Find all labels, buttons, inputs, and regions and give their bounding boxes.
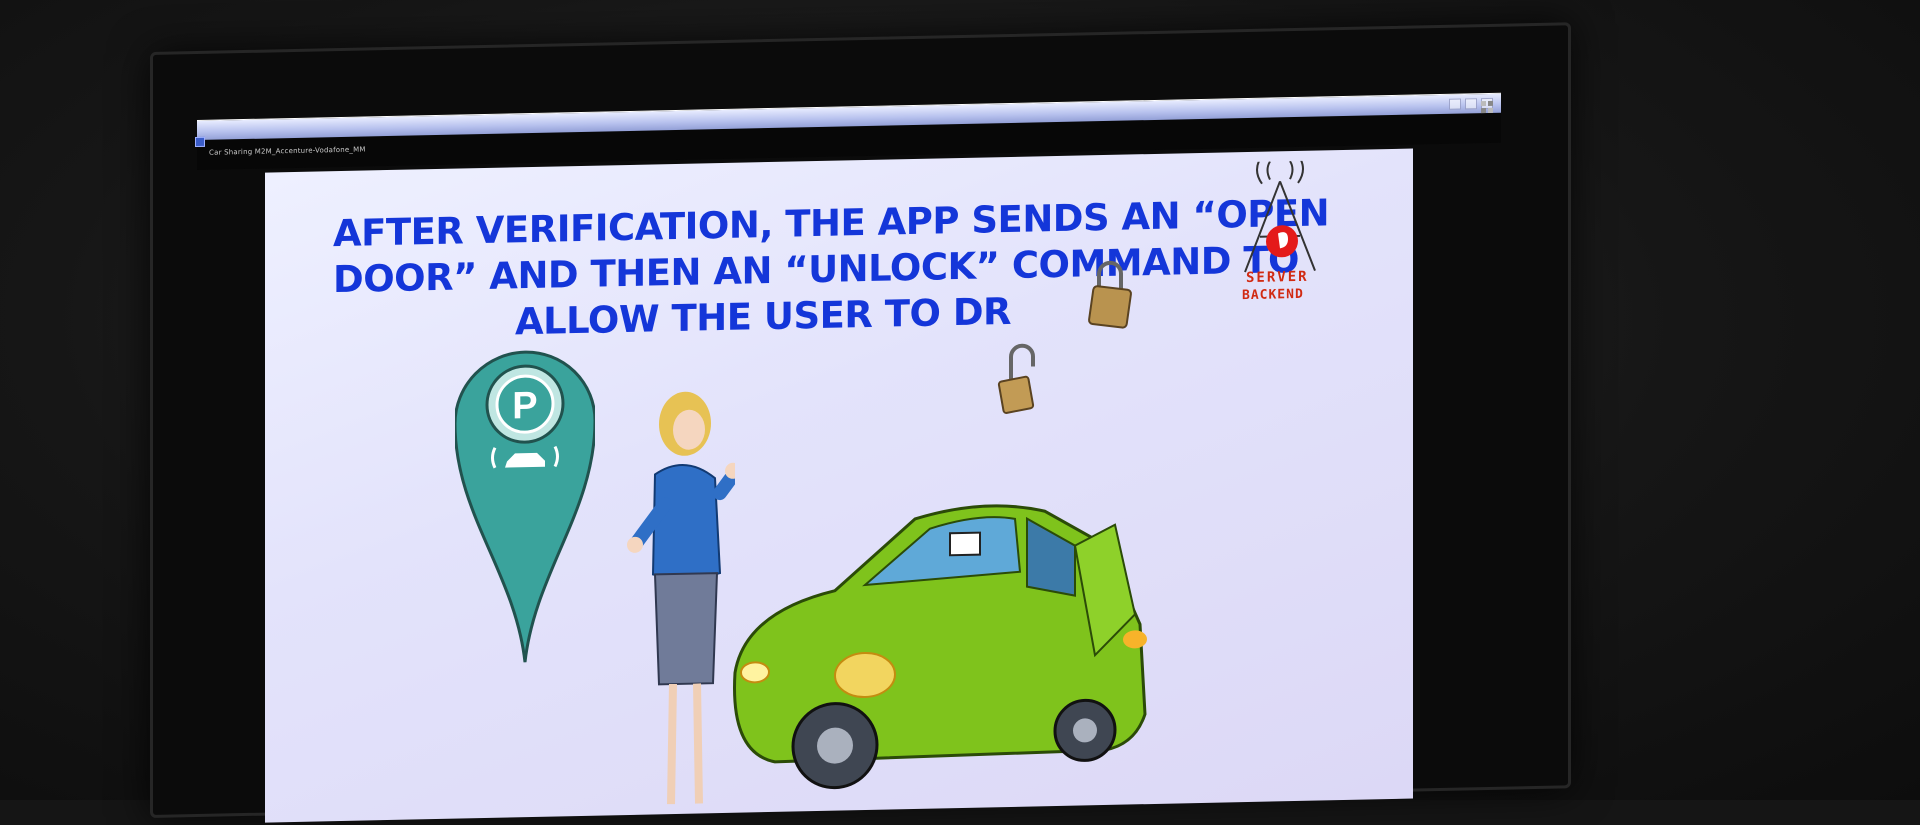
server-label: SERVER	[1246, 268, 1309, 287]
antenna-icon	[1244, 154, 1316, 273]
presentation-slide: AFTER VERIFICATION, THE APP SENDS AN “OP…	[265, 148, 1413, 823]
monitor-frame: Car Sharing M2M_Accenture-Vodafone_MM AF…	[150, 22, 1571, 823]
app-bar: Car Sharing M2M_Accenture-Vodafone_MM	[195, 100, 1501, 171]
parking-pin-icon: P	[455, 350, 595, 663]
vodafone-logo-icon	[1266, 225, 1298, 258]
window-title: Car Sharing M2M_Accenture-Vodafone_MM	[209, 145, 366, 157]
car-icon	[733, 504, 1147, 790]
parking-letter: P	[512, 385, 537, 428]
woman-illustration	[627, 391, 735, 805]
app-icon	[195, 136, 205, 148]
padlock-icon	[1088, 260, 1132, 329]
server-backend-illustration: SERVER BACKEND	[1220, 154, 1340, 313]
slide-title: AFTER VERIFICATION, THE APP SENDS AN “OP…	[333, 191, 1329, 349]
open-padlock-icon	[997, 343, 1035, 414]
backend-label: BACKEND	[1242, 286, 1304, 304]
window-control-icon[interactable]	[1479, 99, 1495, 115]
